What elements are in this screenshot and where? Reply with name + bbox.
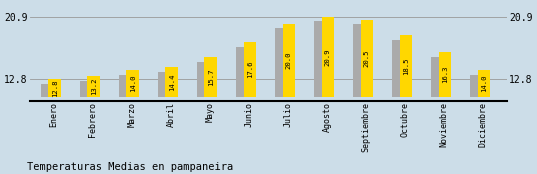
Text: 14.0: 14.0 [481,75,487,92]
Bar [197,62,209,97]
Bar [205,57,217,97]
Text: 20.9: 20.9 [325,48,331,66]
Bar [119,75,131,97]
Bar [400,35,412,97]
Bar [158,72,170,97]
Bar [361,20,373,97]
Text: 14.4: 14.4 [169,73,175,91]
Text: 15.7: 15.7 [208,68,214,86]
Bar [88,76,100,97]
Bar [236,47,248,97]
Bar [41,84,53,97]
Bar [392,40,404,97]
Bar [243,42,256,97]
Bar [439,52,451,97]
Text: 20.5: 20.5 [364,50,370,67]
Bar [126,70,139,97]
Text: 18.5: 18.5 [403,57,409,75]
Bar [431,57,444,97]
Text: 16.3: 16.3 [442,66,448,84]
Bar [165,67,178,97]
Text: 12.8: 12.8 [52,80,57,97]
Bar [79,81,92,97]
Text: 14.0: 14.0 [130,75,136,92]
Bar [322,17,334,97]
Bar [48,79,61,97]
Bar [353,24,365,97]
Bar [314,21,326,97]
Text: 13.2: 13.2 [91,78,97,96]
Bar [470,75,482,97]
Text: 20.0: 20.0 [286,52,292,69]
Bar [478,70,490,97]
Bar [282,23,295,97]
Text: 17.6: 17.6 [247,61,253,78]
Text: Temperaturas Medias en pampaneira: Temperaturas Medias en pampaneira [27,162,233,172]
Bar [275,28,287,97]
